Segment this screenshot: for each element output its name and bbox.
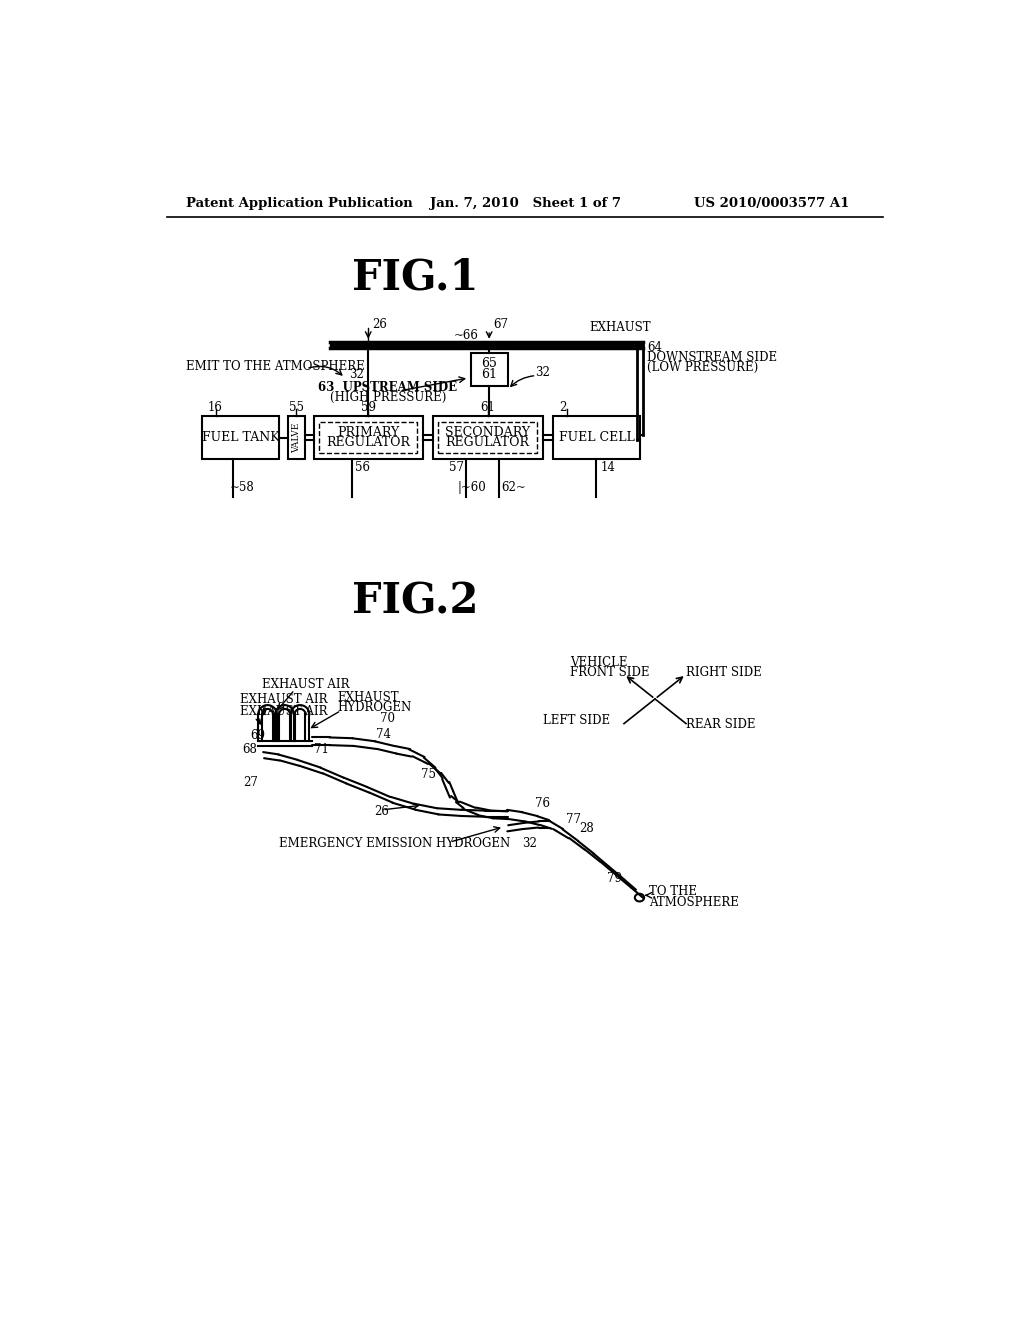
Text: |~60: |~60 xyxy=(458,482,486,495)
Text: 70: 70 xyxy=(380,713,395,726)
Text: LEFT SIDE: LEFT SIDE xyxy=(543,714,609,727)
Text: 16: 16 xyxy=(208,400,222,413)
Text: 27: 27 xyxy=(243,776,258,788)
Text: 32: 32 xyxy=(349,367,364,380)
Text: 68: 68 xyxy=(243,743,258,756)
Text: SECONDARY: SECONDARY xyxy=(445,425,530,438)
Text: EMERGENCY EMISSION HYDROGEN: EMERGENCY EMISSION HYDROGEN xyxy=(280,837,510,850)
Text: 63  UPSTREAM SIDE: 63 UPSTREAM SIDE xyxy=(317,381,457,395)
Text: EXHAUST AIR: EXHAUST AIR xyxy=(241,693,328,706)
Bar xyxy=(319,422,417,453)
Text: 75: 75 xyxy=(421,768,436,781)
Text: EXHAUST AIR: EXHAUST AIR xyxy=(262,677,350,690)
Text: 67: 67 xyxy=(493,318,508,331)
Text: EXHAUST: EXHAUST xyxy=(337,690,399,704)
Text: 56: 56 xyxy=(355,462,370,474)
Text: 55: 55 xyxy=(289,400,304,413)
Text: HYDROGEN: HYDROGEN xyxy=(337,701,412,714)
Text: REGULATOR: REGULATOR xyxy=(327,437,411,449)
Ellipse shape xyxy=(635,894,644,902)
Text: REGULATOR: REGULATOR xyxy=(445,437,529,449)
Text: ~58: ~58 xyxy=(229,482,254,495)
Text: 69: 69 xyxy=(251,730,265,742)
Text: 76: 76 xyxy=(535,797,550,810)
Text: Jan. 7, 2010   Sheet 1 of 7: Jan. 7, 2010 Sheet 1 of 7 xyxy=(430,197,622,210)
Text: 71: 71 xyxy=(314,743,329,756)
Text: (LOW PRESSURE): (LOW PRESSURE) xyxy=(647,360,759,374)
Text: EMIT TO THE ATMOSPHERE: EMIT TO THE ATMOSPHERE xyxy=(186,360,365,372)
Text: TO THE: TO THE xyxy=(649,884,696,898)
Text: 61: 61 xyxy=(481,368,497,381)
Text: ATMOSPHERE: ATMOSPHERE xyxy=(649,896,738,908)
Text: VALVE: VALVE xyxy=(292,422,301,453)
Text: 77: 77 xyxy=(566,813,581,825)
Text: 26: 26 xyxy=(375,805,389,818)
Text: 62~: 62~ xyxy=(502,482,526,495)
Text: 59: 59 xyxy=(360,400,376,413)
Text: (HIGH PRESSURE): (HIGH PRESSURE) xyxy=(331,391,446,404)
Text: RIGHT SIDE: RIGHT SIDE xyxy=(686,667,762,680)
Text: FRONT SIDE: FRONT SIDE xyxy=(569,667,649,680)
Text: 57: 57 xyxy=(449,462,464,474)
Text: 32: 32 xyxy=(521,837,537,850)
Bar xyxy=(202,416,280,459)
Bar xyxy=(289,416,305,459)
Bar xyxy=(314,416,423,459)
Text: EXHAUST: EXHAUST xyxy=(589,321,650,334)
Text: EXHAUST AIR: EXHAUST AIR xyxy=(241,705,328,718)
Text: DOWNSTREAM SIDE: DOWNSTREAM SIDE xyxy=(647,351,777,363)
Text: REAR SIDE: REAR SIDE xyxy=(686,718,756,731)
Text: 32: 32 xyxy=(535,366,550,379)
Text: PRIMARY: PRIMARY xyxy=(337,425,399,438)
Text: 61: 61 xyxy=(480,400,495,413)
Text: 28: 28 xyxy=(579,822,594,834)
Text: 74: 74 xyxy=(376,727,391,741)
Text: 14: 14 xyxy=(600,462,615,474)
Bar xyxy=(554,416,640,459)
Text: FIG.1: FIG.1 xyxy=(351,257,478,298)
Text: 26: 26 xyxy=(372,318,387,331)
Text: VEHICLE: VEHICLE xyxy=(569,656,628,669)
Text: 2: 2 xyxy=(560,400,567,413)
Text: FUEL TANK: FUEL TANK xyxy=(202,432,280,444)
Bar xyxy=(438,422,538,453)
Text: FUEL CELL: FUEL CELL xyxy=(559,432,634,444)
Text: FIG.2: FIG.2 xyxy=(351,581,478,622)
Text: US 2010/0003577 A1: US 2010/0003577 A1 xyxy=(693,197,849,210)
Text: 79: 79 xyxy=(607,871,622,884)
Bar xyxy=(432,416,543,459)
Text: Patent Application Publication: Patent Application Publication xyxy=(186,197,413,210)
Text: 64: 64 xyxy=(647,341,663,354)
Bar xyxy=(471,354,508,385)
Text: ~66: ~66 xyxy=(454,329,478,342)
Text: 65: 65 xyxy=(481,358,497,371)
